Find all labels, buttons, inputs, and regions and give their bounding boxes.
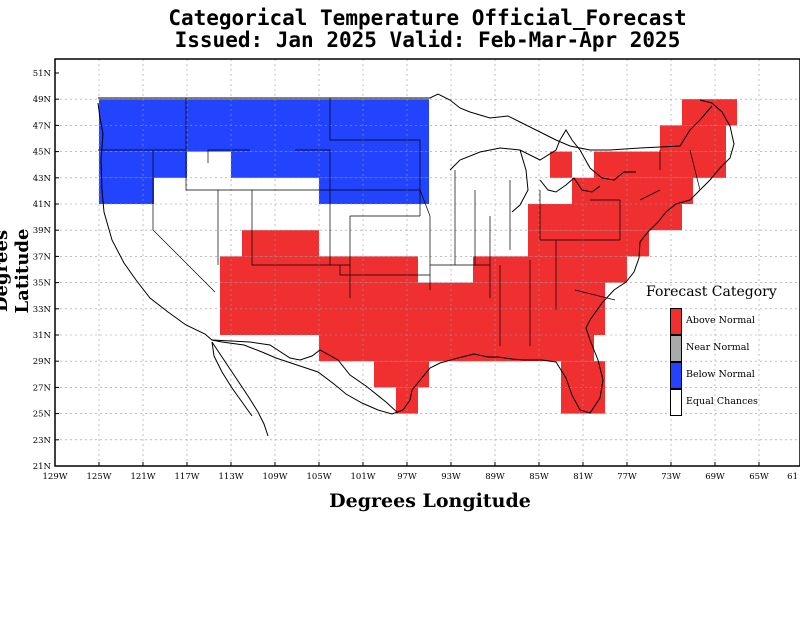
y-axis-label: Degrees Latitude — [0, 228, 33, 314]
above-normal-region — [242, 230, 319, 257]
lon-tick-label: 97W — [397, 472, 417, 482]
legend-label: Near Normal — [686, 342, 750, 353]
legend-swatch — [670, 308, 682, 335]
mexico-border — [211, 339, 399, 414]
us-coastline — [97, 99, 735, 415]
above-normal-region — [550, 151, 572, 178]
lat-tick-label: 49N — [33, 95, 52, 105]
lat-tick-label: 29N — [33, 357, 52, 367]
legend-item: Equal Chances — [670, 389, 800, 416]
above-normal-region — [528, 230, 649, 257]
lon-tick-label: 117W — [175, 472, 200, 482]
above-normal-region — [572, 177, 693, 204]
lat-tick-label: 35N — [33, 279, 52, 289]
lon-tick-label: 109W — [263, 472, 288, 482]
above-normal-region — [319, 335, 594, 362]
great-lakes — [449, 129, 636, 213]
lon-tick-label: 81W — [573, 472, 593, 482]
lat-tick-label: 41N — [33, 200, 52, 210]
x-axis-label: Degrees Longitude — [329, 490, 531, 512]
above-normal-region — [528, 204, 682, 231]
lon-tick-label: 65W — [749, 472, 769, 482]
lon-tick-label: 85W — [529, 472, 549, 482]
legend-label: Equal Chances — [686, 396, 758, 407]
lat-tick-label: 25N — [33, 410, 52, 420]
lat-tick-label: 21N — [33, 462, 52, 472]
lon-tick-label: 121W — [131, 472, 156, 482]
lon-tick-label: 105W — [307, 472, 332, 482]
above-normal-region — [473, 256, 627, 283]
lat-tick-label: 39N — [33, 226, 52, 236]
lon-tick-label: 61 — [787, 472, 798, 482]
lat-tick-label: 37N — [33, 252, 52, 262]
legend-swatch — [670, 362, 682, 389]
lon-tick-label: 73W — [661, 472, 681, 482]
legend-label: Above Normal — [686, 315, 755, 326]
legend-swatch — [670, 335, 682, 362]
above-normal-region — [220, 282, 605, 335]
canada-border — [98, 93, 713, 151]
lat-tick-label: 31N — [33, 331, 52, 341]
lon-tick-label: 113W — [219, 472, 244, 482]
above-normal-region — [660, 125, 726, 152]
legend-item: Above Normal — [670, 308, 800, 335]
lat-tick-label: 47N — [33, 121, 52, 131]
legend-item: Below Normal — [670, 362, 800, 389]
lat-tick-label: 27N — [33, 383, 52, 393]
above-normal-region — [682, 99, 737, 126]
chart-title-line2: Issued: Jan 2025 Valid: Feb-Mar-Apr 2025 — [174, 28, 681, 52]
legend-label: Below Normal — [686, 369, 755, 380]
plot-frame — [54, 58, 800, 467]
lon-tick-label: 129W — [43, 472, 68, 482]
lon-tick-label: 93W — [441, 472, 461, 482]
lon-tick-label: 69W — [705, 472, 725, 482]
lat-tick-label: 43N — [33, 174, 52, 184]
legend-title: Forecast Category — [646, 284, 777, 300]
legend-swatch — [670, 389, 682, 416]
chart-title-line1: Categorical Temperature Official_Forecas… — [168, 6, 687, 30]
below-normal-region — [99, 99, 429, 152]
lon-tick-label: 101W — [351, 472, 376, 482]
lat-tick-label: 45N — [33, 148, 52, 158]
lon-tick-label: 77W — [617, 472, 637, 482]
lat-tick-label: 33N — [33, 305, 52, 315]
lon-tick-label: 125W — [87, 472, 112, 482]
below-normal-region — [99, 177, 154, 204]
lat-tick-label: 23N — [33, 436, 52, 446]
gulf-of-california — [211, 341, 269, 437]
below-normal-region — [319, 177, 429, 204]
above-normal-region — [374, 361, 429, 388]
state-boundaries — [98, 98, 701, 346]
lat-tick-label: 51N — [33, 69, 52, 79]
legend-item: Near Normal — [670, 335, 800, 362]
lon-tick-label: 89W — [485, 472, 505, 482]
